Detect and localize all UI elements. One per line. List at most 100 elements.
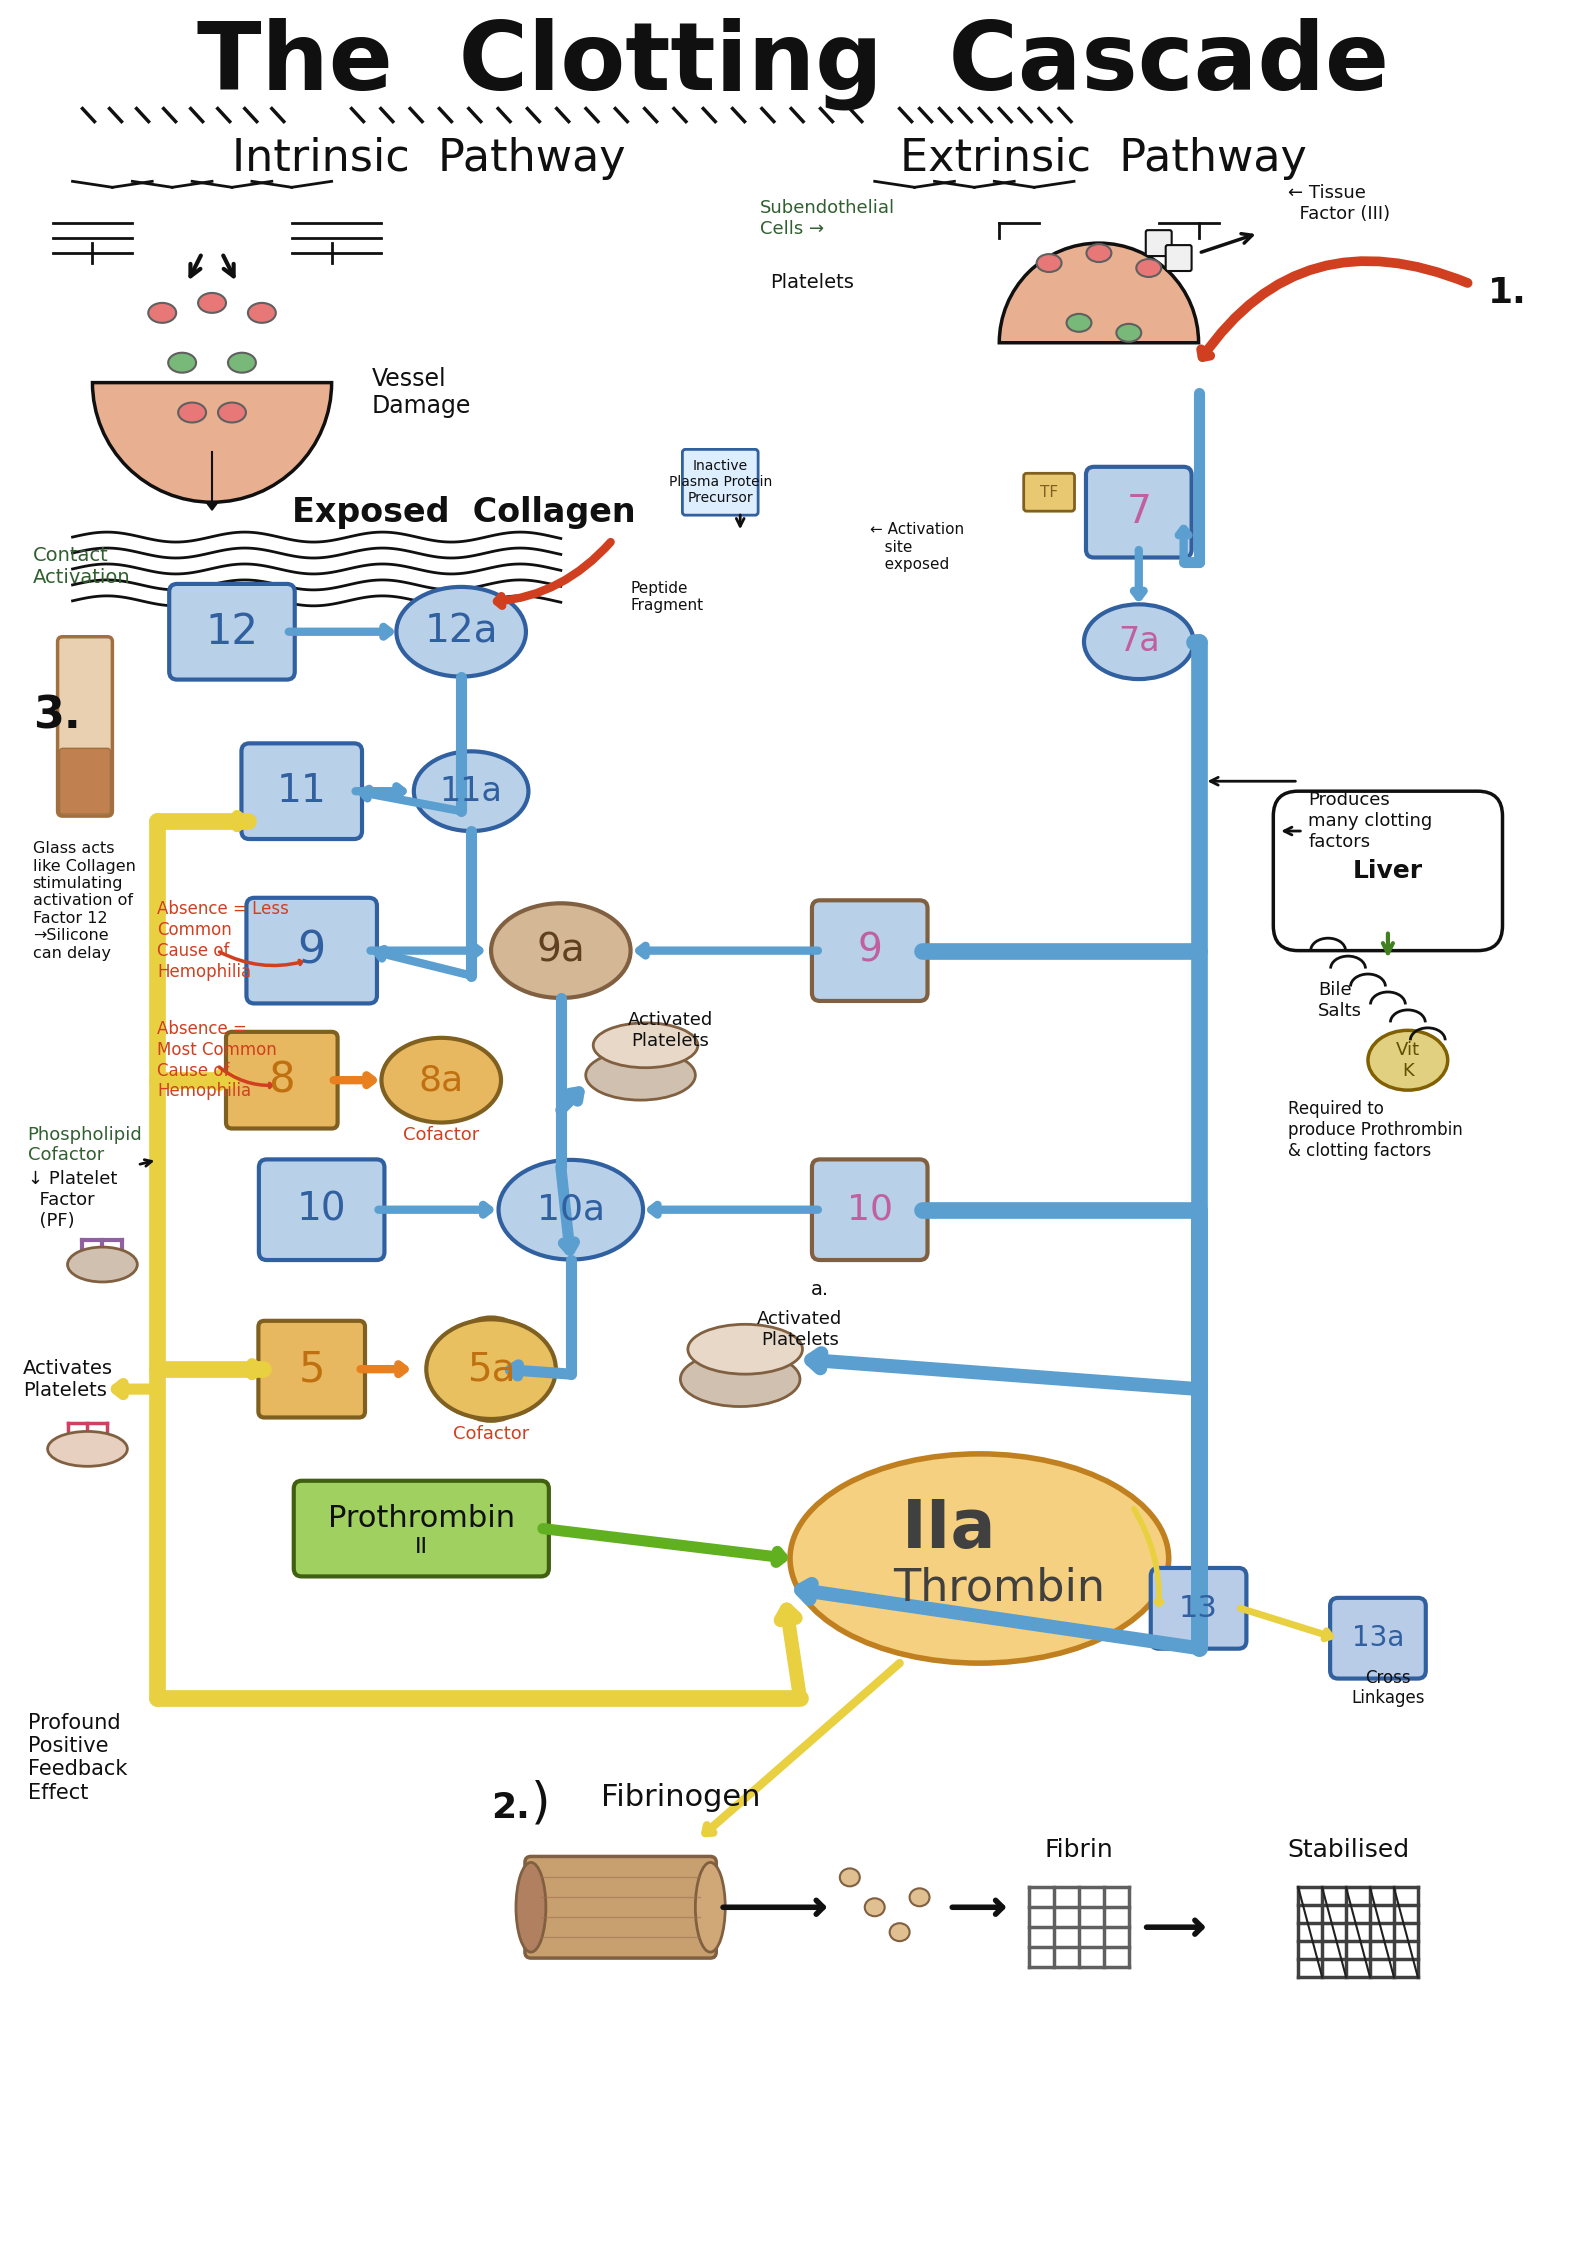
Text: a.: a. [811, 1281, 828, 1299]
Ellipse shape [436, 1346, 516, 1415]
Text: Cofactor: Cofactor [452, 1424, 528, 1442]
Text: Intrinsic  Pathway: Intrinsic Pathway [232, 137, 625, 179]
Text: Activates
Platelets: Activates Platelets [22, 1359, 113, 1400]
Ellipse shape [865, 1898, 884, 1916]
Text: Extrinsic  Pathway: Extrinsic Pathway [900, 137, 1306, 179]
Text: 7a: 7a [1117, 626, 1160, 657]
Ellipse shape [1136, 258, 1162, 276]
Text: ↓ Platelet
  Factor
  (PF): ↓ Platelet Factor (PF) [27, 1171, 117, 1229]
FancyBboxPatch shape [259, 1321, 365, 1418]
Text: IIa: IIa [901, 1496, 997, 1561]
Text: 7: 7 [1127, 493, 1151, 532]
FancyBboxPatch shape [1146, 231, 1171, 256]
Ellipse shape [1084, 603, 1193, 680]
FancyBboxPatch shape [1086, 467, 1192, 559]
FancyBboxPatch shape [1166, 244, 1192, 271]
FancyBboxPatch shape [246, 897, 378, 1003]
Ellipse shape [1087, 244, 1111, 262]
Ellipse shape [1368, 1030, 1447, 1090]
Ellipse shape [586, 1050, 695, 1099]
Text: 1.: 1. [1489, 276, 1527, 310]
Wedge shape [92, 384, 332, 502]
Text: Fibrinogen: Fibrinogen [600, 1783, 760, 1812]
Text: 10: 10 [847, 1193, 893, 1227]
Text: 5: 5 [298, 1348, 325, 1391]
FancyBboxPatch shape [813, 1160, 927, 1261]
Text: Profound
Positive
Feedback
Effect: Profound Positive Feedback Effect [27, 1714, 127, 1803]
FancyBboxPatch shape [170, 583, 295, 680]
Text: Contact
Activation: Contact Activation [33, 547, 130, 588]
Text: Fibrin: Fibrin [1044, 1839, 1114, 1862]
Ellipse shape [436, 1321, 516, 1391]
Ellipse shape [594, 1023, 698, 1068]
Text: 2.: 2. [490, 1790, 530, 1824]
Text: 12: 12 [206, 610, 259, 653]
Ellipse shape [68, 1247, 138, 1283]
Ellipse shape [1116, 323, 1141, 341]
Ellipse shape [1066, 314, 1092, 332]
Text: Absence = Less
Common
Cause of
Hemophilia: Absence = Less Common Cause of Hemophili… [157, 899, 289, 980]
Ellipse shape [498, 1160, 643, 1261]
Text: Stabilised: Stabilised [1287, 1839, 1409, 1862]
Ellipse shape [198, 294, 225, 312]
FancyBboxPatch shape [225, 1032, 338, 1128]
Ellipse shape [430, 1335, 509, 1404]
Text: Prothrombin: Prothrombin [329, 1505, 514, 1534]
Text: Vit
K: Vit K [1397, 1041, 1420, 1079]
Ellipse shape [217, 401, 246, 422]
Ellipse shape [840, 1868, 860, 1886]
Text: 10a: 10a [536, 1193, 605, 1227]
Ellipse shape [451, 1353, 532, 1422]
Text: 9a: 9a [536, 931, 586, 969]
Text: ← Tissue
  Factor (III): ← Tissue Factor (III) [1289, 184, 1390, 222]
Text: Liver: Liver [1352, 859, 1424, 884]
FancyBboxPatch shape [682, 449, 759, 516]
Ellipse shape [414, 751, 528, 832]
Text: The  Clotting  Cascade: The Clotting Cascade [197, 18, 1389, 110]
FancyBboxPatch shape [1024, 473, 1074, 511]
Ellipse shape [790, 1453, 1168, 1662]
Ellipse shape [427, 1319, 555, 1420]
FancyBboxPatch shape [57, 637, 113, 816]
Ellipse shape [148, 303, 176, 323]
Text: II: II [414, 1536, 428, 1557]
Text: Activated
Platelets: Activated Platelets [757, 1310, 843, 1348]
Ellipse shape [48, 1431, 127, 1467]
Ellipse shape [516, 1862, 546, 1951]
Ellipse shape [909, 1889, 930, 1907]
FancyBboxPatch shape [1330, 1597, 1425, 1678]
Text: Cross
Linkages: Cross Linkages [1351, 1669, 1425, 1707]
Wedge shape [1000, 242, 1198, 343]
Polygon shape [206, 502, 217, 509]
Text: 12a: 12a [424, 612, 498, 650]
Text: 11a: 11a [440, 774, 503, 807]
FancyBboxPatch shape [60, 749, 111, 814]
Ellipse shape [178, 401, 206, 422]
FancyBboxPatch shape [259, 1160, 384, 1261]
Text: 13a: 13a [1352, 1624, 1404, 1653]
Text: Peptide
Fragment: Peptide Fragment [630, 581, 703, 612]
Text: 9: 9 [298, 929, 325, 971]
Text: Phospholipid
Cofactor: Phospholipid Cofactor [27, 1126, 143, 1164]
Text: Bile
Salts: Bile Salts [1319, 980, 1362, 1021]
Ellipse shape [248, 303, 276, 323]
Text: 8a: 8a [419, 1063, 463, 1097]
Text: Vessel
Damage: Vessel Damage [371, 366, 471, 419]
Text: ← Activation
   site
   exposed: ← Activation site exposed [870, 523, 963, 572]
Text: 13: 13 [1179, 1595, 1217, 1624]
FancyBboxPatch shape [525, 1857, 716, 1958]
Text: 9: 9 [857, 931, 882, 969]
Text: 10: 10 [297, 1191, 346, 1229]
Ellipse shape [381, 1039, 501, 1122]
Text: Required to
produce Prothrombin
& clotting factors: Required to produce Prothrombin & clotti… [1289, 1101, 1463, 1160]
Text: Produces
many clotting
factors: Produces many clotting factors [1308, 792, 1433, 850]
Ellipse shape [471, 1335, 552, 1404]
FancyBboxPatch shape [241, 742, 362, 839]
Text: TF: TF [1039, 484, 1059, 500]
Ellipse shape [467, 1346, 546, 1415]
Ellipse shape [451, 1317, 532, 1386]
Text: 8: 8 [268, 1059, 295, 1101]
Ellipse shape [1036, 253, 1062, 271]
FancyBboxPatch shape [1151, 1568, 1246, 1649]
Ellipse shape [681, 1353, 800, 1406]
